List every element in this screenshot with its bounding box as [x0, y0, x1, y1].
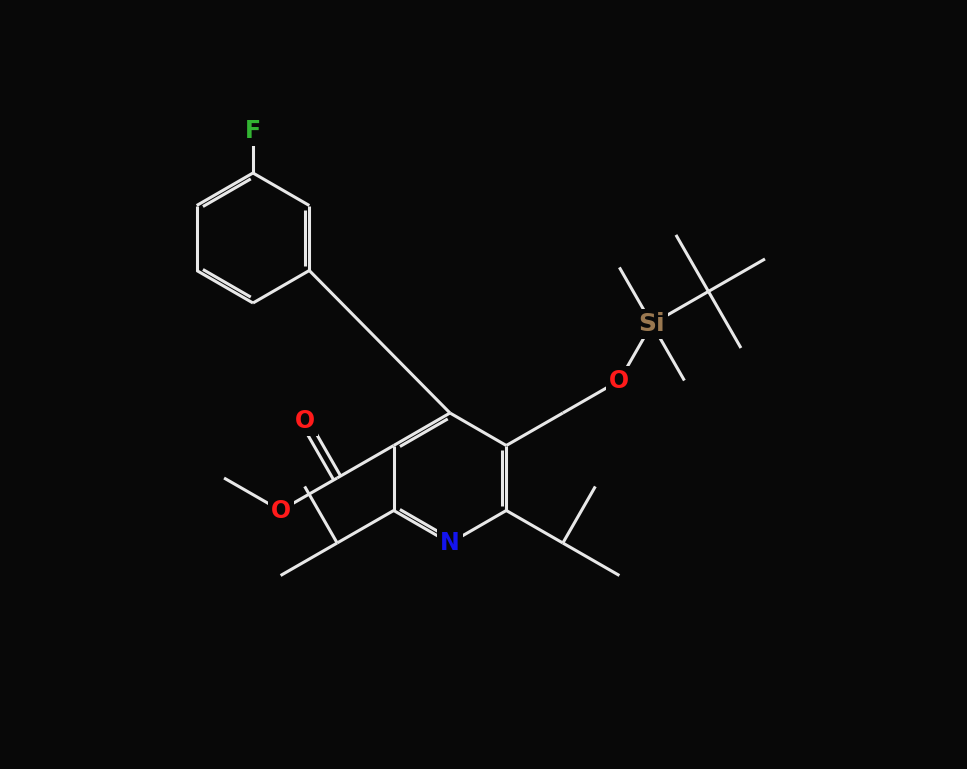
Text: N: N: [440, 531, 460, 555]
Text: O: O: [271, 498, 291, 522]
Text: O: O: [609, 368, 630, 392]
Text: O: O: [295, 409, 314, 434]
Text: Si: Si: [638, 312, 665, 336]
Text: F: F: [245, 118, 261, 143]
